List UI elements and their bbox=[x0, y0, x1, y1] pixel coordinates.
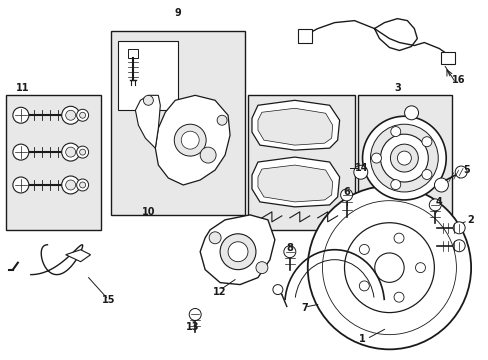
Polygon shape bbox=[251, 157, 339, 207]
Circle shape bbox=[374, 253, 403, 282]
Circle shape bbox=[359, 281, 368, 291]
Circle shape bbox=[283, 246, 295, 258]
Circle shape bbox=[393, 233, 403, 243]
Circle shape bbox=[340, 189, 352, 201]
Polygon shape bbox=[258, 165, 332, 202]
Circle shape bbox=[77, 109, 88, 121]
Polygon shape bbox=[258, 108, 332, 145]
Text: 2: 2 bbox=[467, 215, 473, 225]
Circle shape bbox=[61, 106, 80, 124]
Circle shape bbox=[143, 95, 153, 105]
Circle shape bbox=[415, 263, 425, 273]
Text: 5: 5 bbox=[462, 165, 468, 175]
Bar bbox=[247, 95, 354, 230]
Circle shape bbox=[13, 177, 29, 193]
Circle shape bbox=[80, 112, 85, 118]
Text: 16: 16 bbox=[451, 75, 465, 85]
Polygon shape bbox=[200, 215, 274, 285]
Circle shape bbox=[307, 186, 470, 349]
Bar bbox=[357, 95, 451, 215]
Circle shape bbox=[390, 127, 400, 136]
Text: 6: 6 bbox=[343, 187, 349, 197]
Circle shape bbox=[428, 199, 440, 211]
Text: 12: 12 bbox=[213, 287, 226, 297]
Polygon shape bbox=[251, 100, 339, 150]
Circle shape bbox=[209, 232, 221, 244]
Circle shape bbox=[80, 149, 85, 155]
Circle shape bbox=[13, 144, 29, 160]
Circle shape bbox=[13, 107, 29, 123]
Text: 3: 3 bbox=[393, 84, 400, 93]
Text: 4: 4 bbox=[435, 197, 442, 207]
Circle shape bbox=[77, 179, 88, 191]
Text: 11: 11 bbox=[16, 84, 30, 93]
Circle shape bbox=[61, 176, 80, 194]
Circle shape bbox=[380, 134, 427, 182]
Bar bbox=[6, 95, 101, 230]
Bar bbox=[440, 53, 454, 64]
Circle shape bbox=[359, 244, 368, 255]
Circle shape bbox=[434, 178, 447, 192]
Text: 15: 15 bbox=[102, 294, 115, 305]
Text: 9: 9 bbox=[175, 8, 181, 18]
Circle shape bbox=[200, 147, 216, 163]
Circle shape bbox=[371, 153, 381, 163]
Circle shape bbox=[272, 285, 282, 294]
Circle shape bbox=[61, 143, 80, 161]
Bar bbox=[118, 41, 178, 110]
Text: 8: 8 bbox=[286, 243, 293, 253]
Text: 1: 1 bbox=[358, 334, 365, 345]
Circle shape bbox=[452, 222, 464, 234]
Bar bbox=[297, 28, 311, 42]
Circle shape bbox=[404, 106, 418, 120]
Bar bbox=[128, 49, 138, 58]
Bar bbox=[110, 31, 244, 215]
Circle shape bbox=[217, 115, 226, 125]
Circle shape bbox=[220, 234, 255, 270]
Circle shape bbox=[65, 180, 76, 190]
Circle shape bbox=[344, 223, 433, 312]
Circle shape bbox=[454, 166, 466, 178]
Polygon shape bbox=[65, 250, 90, 262]
Text: 14: 14 bbox=[354, 163, 367, 173]
Circle shape bbox=[322, 201, 455, 335]
Polygon shape bbox=[135, 95, 160, 148]
Circle shape bbox=[362, 116, 446, 200]
Polygon shape bbox=[155, 95, 229, 185]
Text: 7: 7 bbox=[301, 302, 307, 312]
Circle shape bbox=[421, 170, 431, 180]
Text: 13: 13 bbox=[185, 323, 199, 332]
Circle shape bbox=[174, 124, 206, 156]
Circle shape bbox=[65, 147, 76, 157]
Circle shape bbox=[390, 180, 400, 190]
Circle shape bbox=[80, 182, 85, 188]
Circle shape bbox=[370, 124, 437, 192]
Circle shape bbox=[255, 262, 267, 274]
Circle shape bbox=[452, 240, 464, 252]
Circle shape bbox=[397, 151, 410, 165]
Circle shape bbox=[181, 131, 199, 149]
Circle shape bbox=[227, 242, 247, 262]
Circle shape bbox=[389, 144, 417, 172]
Circle shape bbox=[189, 309, 201, 320]
Circle shape bbox=[65, 110, 76, 120]
Circle shape bbox=[77, 146, 88, 158]
Circle shape bbox=[353, 165, 367, 179]
Text: 10: 10 bbox=[142, 207, 155, 217]
Circle shape bbox=[421, 137, 431, 147]
Circle shape bbox=[393, 292, 403, 302]
